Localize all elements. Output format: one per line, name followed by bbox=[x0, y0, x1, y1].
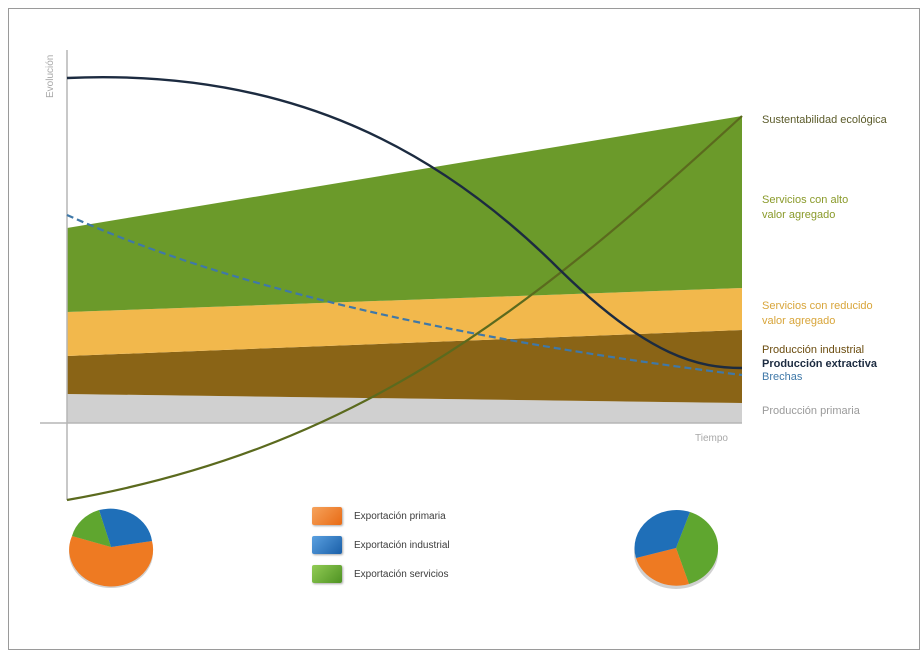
band-produccion-industrial bbox=[67, 330, 742, 403]
label-produccion-primaria: Producción primaria bbox=[762, 405, 860, 417]
brechas-dashed-line bbox=[66, 213, 743, 377]
left-pie-slice-industrial bbox=[99, 508, 152, 547]
label-servicios-reducido: Servicios con reducido valor agregado bbox=[762, 300, 873, 327]
legend-label-industrial: Exportación industrial bbox=[354, 539, 450, 551]
right-pie-slice-primaria bbox=[636, 548, 689, 586]
legend-swatch-primaria bbox=[312, 507, 342, 525]
legend-item-industrial: Exportación industrial bbox=[312, 534, 450, 556]
label-servicios-alto: Servicios con alto valor agregado bbox=[762, 194, 849, 221]
right-pie-slice-servicios bbox=[676, 512, 719, 584]
right-pie-chart bbox=[634, 509, 719, 589]
x-axis-label: Tiempo bbox=[695, 433, 728, 444]
legend-swatch-industrial bbox=[312, 536, 342, 554]
y-axis-label: Evolución bbox=[45, 54, 56, 98]
legend: Exportación primaria Exportación industr… bbox=[312, 505, 450, 592]
right-pie-slice-industrial bbox=[634, 509, 690, 558]
label-produccion-industrial: Producción industrial bbox=[762, 344, 865, 356]
label-produccion-extractiva: Producción extractiva bbox=[762, 358, 877, 370]
label-sustentabilidad: Sustentabilidad ecológica bbox=[762, 114, 887, 126]
legend-label-primaria: Exportación primaria bbox=[354, 510, 446, 522]
band-produccion-primaria bbox=[67, 394, 742, 423]
legend-swatch-servicios bbox=[312, 565, 342, 583]
left-pie-chart bbox=[69, 508, 154, 588]
legend-label-servicios: Exportación servicios bbox=[354, 568, 449, 580]
sustentabilidad-curve bbox=[66, 115, 743, 502]
left-pie-slice-servicios bbox=[72, 510, 111, 547]
band-servicios-alto bbox=[67, 116, 742, 312]
band-servicios-reducido bbox=[67, 288, 742, 356]
legend-item-servicios: Exportación servicios bbox=[312, 563, 450, 585]
produccion-extractiva-curve bbox=[66, 76, 743, 370]
legend-item-primaria: Exportación primaria bbox=[312, 505, 450, 527]
left-pie-slice-primaria bbox=[69, 536, 154, 587]
label-brechas: Brechas bbox=[762, 371, 803, 383]
